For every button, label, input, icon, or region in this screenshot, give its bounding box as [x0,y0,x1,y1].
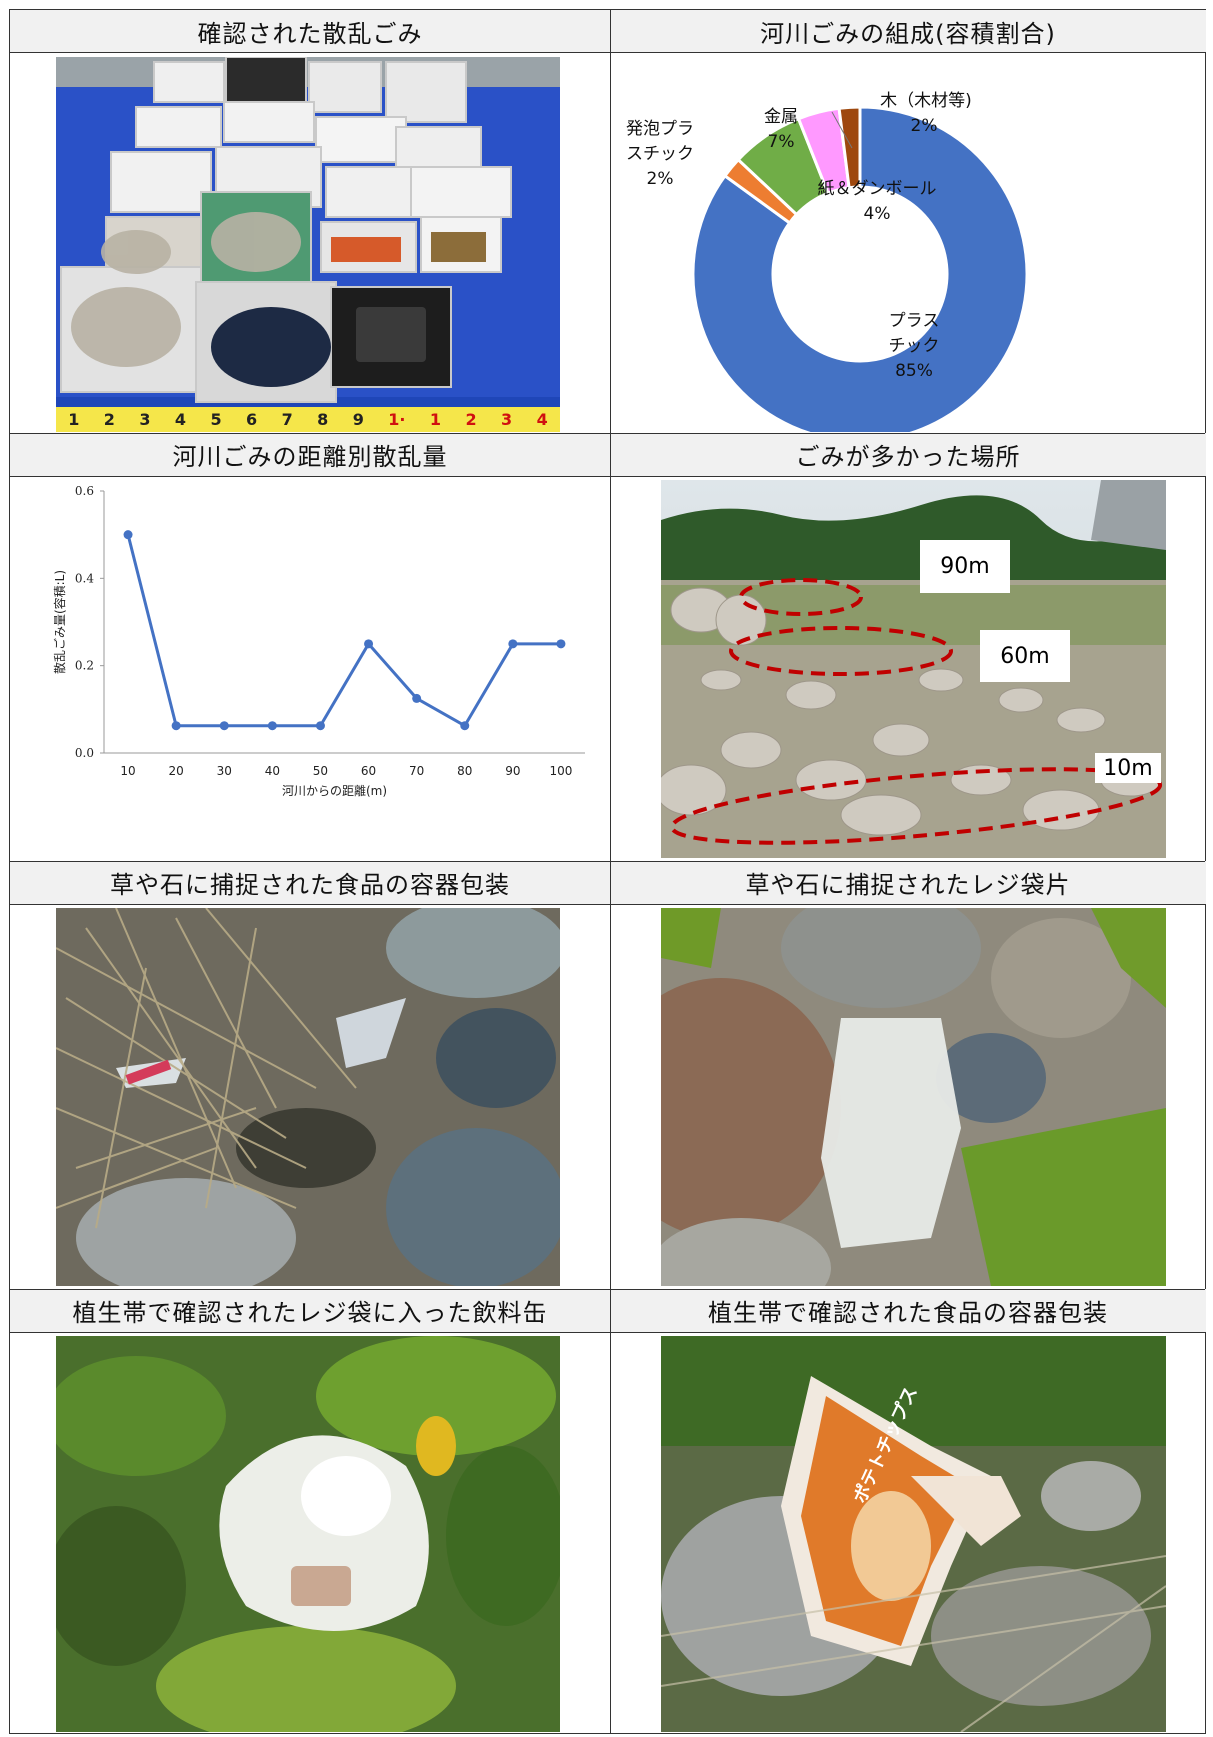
marker-60m: 60m [980,630,1070,682]
ruler-number: 9 [352,410,364,429]
x-tick-label: 10 [120,764,135,778]
ruler-number: 7 [281,410,293,429]
composition-donut-chart: プラスチック 85% 発泡プラスチック 2% 金属 7% 紙＆ダンボール 4% 木（木材等) 2% [614,54,1204,432]
donut-label-text: 85% [895,361,933,381]
data-point [123,530,133,540]
donut-label-text: 木（木材等) [880,91,972,111]
measuring-ruler: 1 2 3 4 5 6 7 8 9 1· 1 2 3 4 [56,407,560,432]
x-tick-label: 20 [169,764,184,778]
ruler-number: 4 [174,410,187,429]
data-point [508,639,518,649]
data-point [219,721,229,731]
x-tick-label: 40 [265,764,280,778]
ruler-number: 3 [139,410,151,429]
header-composition: 河川ごみの組成(容積割合) [610,10,1206,53]
header-collected-litter: 確認された散乱ごみ [10,10,610,53]
ruler-number: 2 [103,410,115,429]
data-point [556,639,566,649]
bag-with-can-photo [56,1336,560,1732]
x-tick-label: 100 [549,764,572,778]
donut-label: 金属 7% [764,107,798,152]
data-point [460,721,470,731]
ruler-number: 8 [317,410,329,429]
y-tick-label: 0.2 [75,659,94,673]
y-tick-label: 0.0 [75,746,94,760]
data-point [364,639,374,649]
y-tick-label: 0.4 [75,571,94,585]
distance-line-chart: 0.0 0.2 0.4 0.6 10 20 30 40 50 60 70 80 90 100 河川からの距離… [30,480,600,858]
donut-slice [837,105,862,190]
leader-line [831,111,853,149]
donut-label: 木（木材等) 2% [880,91,972,136]
ruler-number: 3 [501,410,513,429]
ruler-number: 1 [429,410,442,429]
x-tick-label: 80 [457,764,472,778]
ruler-number: 4 [536,410,548,429]
y-tick-label: 0.6 [75,484,94,498]
header-bag-fragment: 草や石に捕捉されたレジ袋片 [610,861,1206,905]
donut-label-text: プラス [889,311,940,331]
data-point [171,721,181,731]
donut-label-text: スチック [626,144,694,164]
ruler-number: 6 [246,410,258,429]
donut-label-text: 2% [911,116,938,136]
data-point [315,721,325,731]
donut-label-text: 2% [647,169,674,189]
ruler-number: 5 [210,410,222,429]
riverbed-hotspot-photo: 90m 60m 10m [661,480,1166,858]
donut-label-text: 4% [864,204,891,224]
x-tick-label: 60 [361,764,376,778]
data-point [412,693,422,703]
header-distance-chart: 河川ごみの距離別散乱量 [10,433,610,477]
ruler-number: 2 [465,410,477,429]
snack-package-photo: ポテトチップス [661,1336,1166,1732]
marker-10m: 10m [1095,753,1161,783]
header-hotspot: ごみが多かった場所 [610,433,1206,477]
food-packaging-rocks-photo [56,908,560,1286]
x-tick-label: 70 [409,764,424,778]
header-food-packaging-rocks: 草や石に捕捉された食品の容器包装 [10,861,610,905]
y-axis-label: 散乱ごみ量(容積:L) [52,570,67,674]
header-food-packaging-vegetation: 植生帯で確認された食品の容器包装 [610,1289,1206,1333]
donut-label-text: 紙＆ダンボール [818,179,937,199]
collected-litter-photo: 1 2 3 4 5 6 7 8 9 1· 1 2 3 4 [56,57,560,432]
series-line [126,534,561,728]
x-tick-label: 30 [217,764,232,778]
donut-slice [691,105,1029,432]
marker-90m: 90m [920,540,1010,593]
donut-label: 紙＆ダンボール 4% [818,179,937,224]
x-tick-label: 50 [313,764,328,778]
donut-label-text: チック [889,336,940,356]
x-tick-label: 90 [505,764,520,778]
ruler-number: 1 [68,410,80,429]
data-point [267,721,277,731]
header-bag-with-can: 植生帯で確認されたレジ袋に入った飲料缶 [10,1289,610,1333]
donut-label-text: 発泡プラ [626,119,694,139]
donut-label-text: 金属 [764,107,798,127]
plastic-bag-fragment-photo [661,908,1166,1286]
x-axis-label: 河川からの距離(m) [282,784,387,798]
photo-table: 確認された散乱ごみ 河川ごみの組成(容積割合) 河川ごみの距離別散乱量 ごみが多… [9,9,1206,1734]
donut-label-text: 7% [768,132,795,152]
ruler-number: 1· [388,410,406,429]
